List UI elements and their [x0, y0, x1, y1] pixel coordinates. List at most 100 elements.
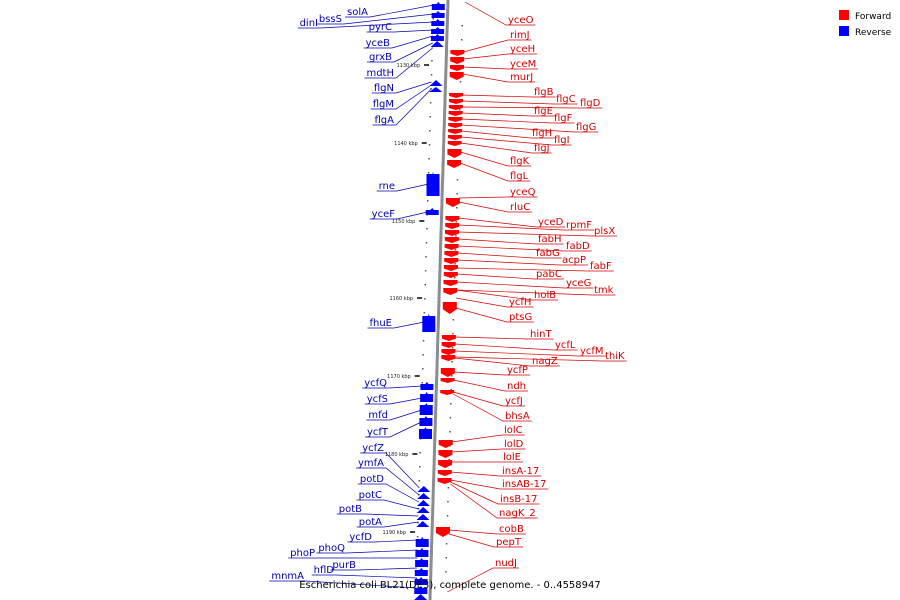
reverse-gene-label-rne: rne: [379, 181, 395, 192]
backbone-dot: [451, 375, 453, 377]
reverse-gene-feature: [430, 36, 444, 41]
backbone-dot: [444, 585, 447, 587]
forward-gene-feature: [447, 160, 462, 168]
forward-gene-connector: [454, 336, 554, 340]
backbone-dot: [456, 207, 458, 209]
reverse-gene-label-potb: potB: [339, 504, 362, 515]
backbone-dot: [422, 368, 424, 370]
forward-gene-label-flgj: flgJ: [534, 143, 550, 154]
backbone-dot: [454, 263, 456, 265]
forward-gene-feature: [436, 527, 450, 537]
backbone-dot: [430, 74, 433, 76]
legend: Forward Reverse: [839, 10, 892, 38]
backbone-dot: [450, 389, 452, 391]
backbone-dot: [421, 382, 423, 384]
reverse-gene-connector: [367, 42, 433, 63]
reverse-gene-connector: [364, 47, 433, 79]
backbone-dot: [453, 277, 456, 279]
forward-gene-connector: [454, 350, 606, 357]
forward-gene-connector: [458, 217, 566, 228]
backbone-dot: [455, 235, 457, 237]
forward-gene-connector: [456, 281, 594, 289]
forward-gene-feature: [447, 135, 462, 140]
reverse-gene-connector: [364, 397, 423, 405]
reverse-gene-feature: [415, 560, 429, 567]
backbone-dot: [454, 249, 457, 251]
forward-gene-label-nagk-2: nagK_2: [499, 508, 536, 519]
forward-gene-feature: [443, 272, 458, 278]
forward-gene-feature: [449, 93, 464, 98]
forward-gene-label-yceo: yceO: [508, 15, 534, 26]
forward-gene-label-insa-17: insA-17: [502, 466, 539, 477]
reverse-gene-feature: [416, 507, 430, 513]
reverse-gene-feature: [429, 87, 443, 92]
backbone-dot: [419, 452, 421, 454]
reverse-gene-label-ymfa: ymfA: [358, 458, 384, 469]
reverse-gene-connector: [269, 580, 417, 589]
backbone-dot: [449, 431, 451, 433]
forward-gene-feature: [450, 57, 465, 64]
forward-gene-feature: [440, 368, 455, 377]
forward-gene-label-thik: thiK: [605, 351, 625, 362]
backbone-dot: [422, 340, 425, 342]
backbone-dot: [416, 536, 419, 538]
legend-reverse-swatch: [839, 26, 849, 36]
forward-gene-label-ycfm: ycfM: [580, 346, 604, 357]
tick-marks: 1130 kbp 1140 kbp 1150 kbp 1160 kbp 1170 kbp…: [382, 63, 430, 536]
forward-gene-label-flgh: flgH: [532, 128, 552, 139]
forward-gene-label-holb: holB: [534, 290, 556, 301]
reverse-gene-label-mnma: mnmA: [271, 571, 304, 582]
reverse-gene-connector: [367, 321, 425, 329]
forward-gene-label-ndh: ndh: [507, 381, 526, 392]
forward-gene-label-yced: yceD: [538, 217, 564, 228]
reverse-gene-connector: [365, 421, 422, 438]
reverse-gene-label-ycef: yceF: [372, 209, 396, 220]
reverse-gene-feature: [416, 521, 430, 527]
reverse-strand-features: [414, 2, 445, 600]
forward-gene-connector: [457, 238, 564, 245]
forward-gene-feature: [450, 50, 465, 56]
backbone-dot: [445, 543, 448, 545]
reverse-gene-label-potd: potD: [360, 474, 384, 485]
reverse-gene-connector: [311, 574, 417, 579]
reverse-gene-feature: [419, 405, 433, 415]
legend-reverse-label: Reverse: [855, 28, 892, 38]
forward-gene-connector: [462, 94, 556, 98]
reverse-gene-feature: [429, 80, 443, 86]
reverse-gene-feature: [422, 316, 436, 332]
reverse-gene-feature: [426, 174, 440, 196]
backbone-dot: [415, 578, 418, 580]
reverse-gene-feature: [417, 486, 431, 492]
forward-gene-connector: [461, 100, 578, 105]
reverse-gene-feature: [419, 418, 433, 426]
forward-gene-label-ycfp: ycfP: [507, 365, 528, 376]
forward-gene-connector: [450, 481, 540, 505]
forward-gene-connector: [463, 53, 538, 60]
reverse-gene-connector: [371, 81, 432, 94]
reverse-gene-connector: [362, 385, 423, 389]
backbone-dot: [449, 417, 452, 419]
backbone-dot: [458, 109, 461, 111]
forward-gene-feature: [444, 244, 459, 250]
reverse-gene-connector: [345, 4, 434, 18]
forward-gene-connector: [460, 142, 552, 154]
forward-gene-connector: [461, 130, 555, 139]
reverse-gene-connector: [372, 88, 432, 126]
tick-label: 1140 kbp: [394, 141, 418, 147]
forward-gene-feature: [438, 450, 453, 458]
reverse-gene-feature: [414, 588, 428, 594]
forward-gene-connector: [458, 224, 594, 231]
backbone-dot: [424, 298, 426, 300]
backbone-dot: [445, 557, 447, 559]
reverse-gene-feature: [431, 29, 445, 34]
forward-gene-label-fabh: fabH: [538, 234, 562, 245]
forward-gene-label-acpp: acpP: [562, 255, 586, 266]
reverse-gene-connector: [376, 183, 429, 192]
reverse-gene-label-ycfs: ycfS: [367, 394, 388, 405]
backbone-dot: [452, 333, 454, 335]
reverse-gene-feature: [431, 21, 445, 26]
forward-gene-connector: [453, 393, 532, 422]
reverse-gene-feature: [431, 13, 445, 18]
backbone-dot: [428, 158, 430, 160]
reverse-gene-feature: [417, 493, 431, 499]
